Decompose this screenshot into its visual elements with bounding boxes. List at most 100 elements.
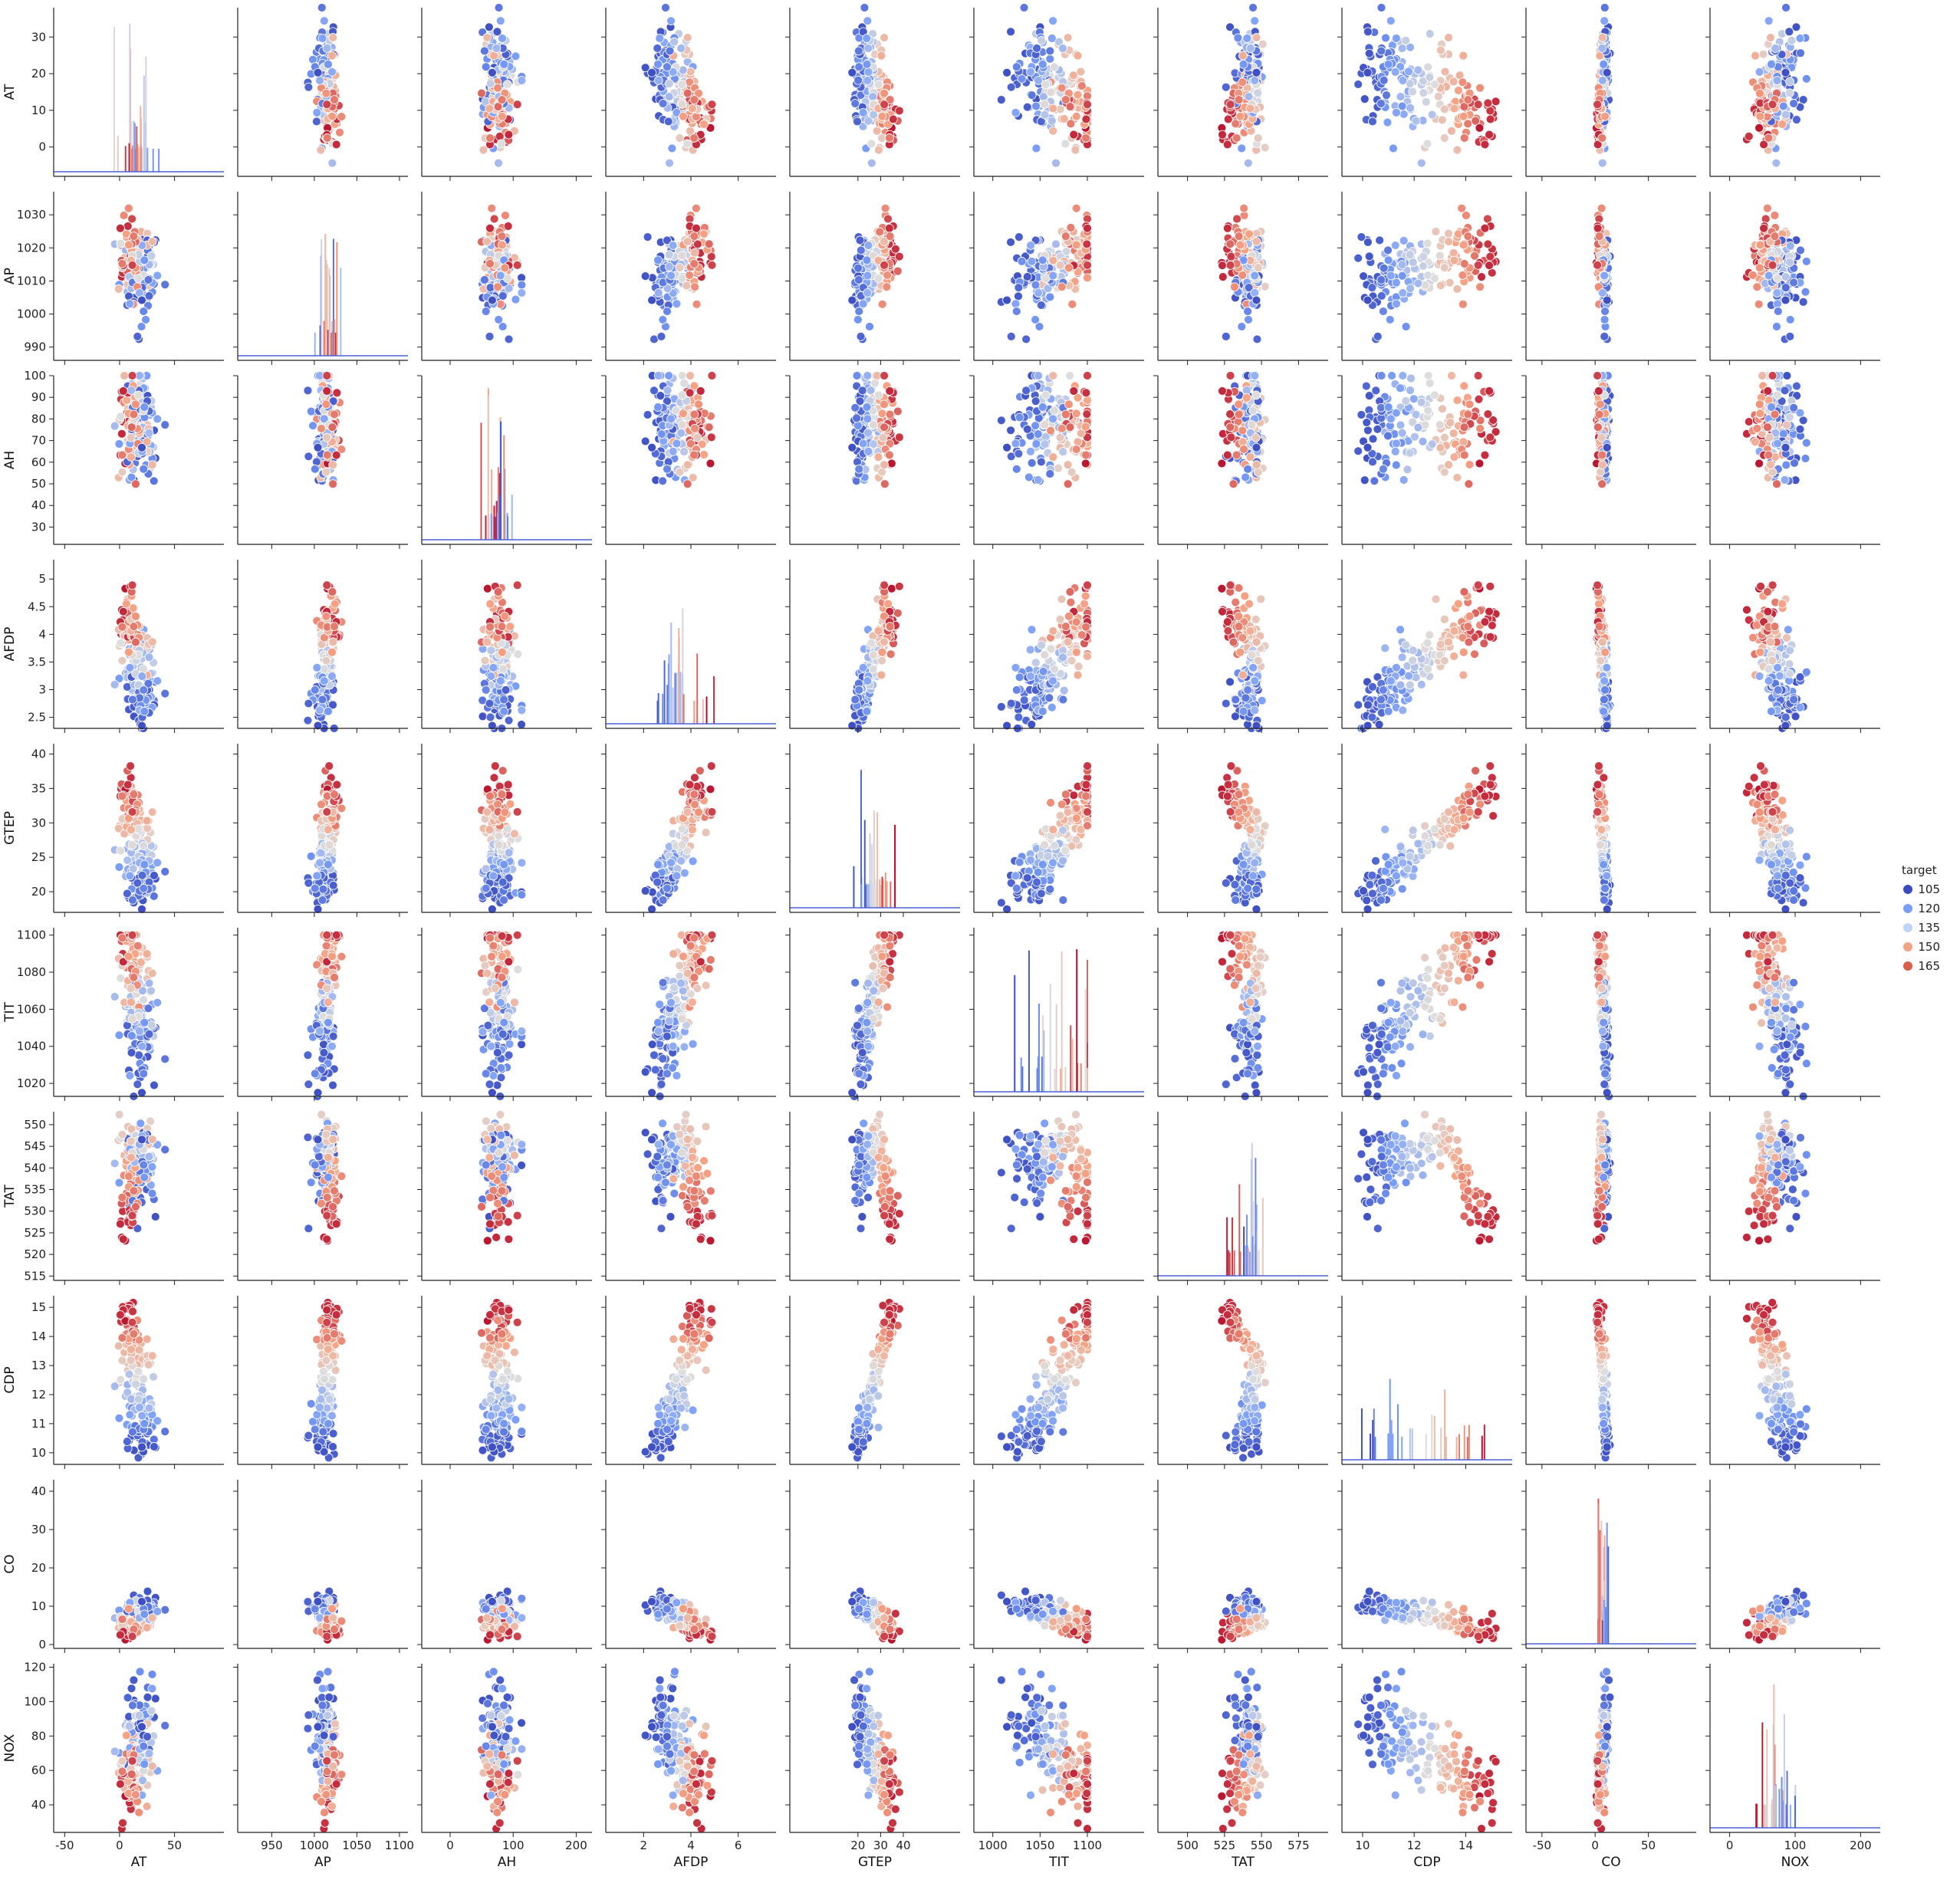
scatter-point: [110, 421, 120, 431]
scatter-point: [880, 399, 889, 409]
scatter-point: [853, 421, 863, 431]
scatter-point: [479, 275, 489, 284]
scatter-point: [1368, 434, 1378, 444]
scatter-point: [322, 100, 332, 110]
scatter-point: [888, 114, 898, 124]
scatter-point: [863, 44, 873, 53]
scatter-point: [1006, 238, 1015, 247]
scatter-point: [880, 422, 889, 432]
scatter-point: [1422, 139, 1432, 149]
scatter-point: [866, 386, 876, 396]
scatter-point: [1397, 428, 1407, 438]
scatter-point: [1234, 95, 1244, 105]
scatter-point: [706, 432, 716, 442]
scatter-point: [116, 412, 126, 422]
panel-AP-vs-AP: [233, 192, 408, 365]
scatter-point: [1781, 272, 1791, 281]
scatter-point: [1425, 378, 1435, 388]
scatter-point: [1435, 45, 1445, 55]
scatter-point: [1397, 271, 1407, 281]
scatter-point: [666, 414, 676, 424]
scatter-point: [497, 240, 507, 250]
scatter-point: [322, 432, 332, 442]
scatter-point: [1764, 133, 1774, 143]
scatter-point: [1404, 67, 1413, 77]
scatter-point: [692, 432, 702, 442]
scatter-point: [1246, 44, 1255, 53]
scatter-point: [1363, 67, 1373, 77]
scatter-point: [501, 211, 510, 220]
scatter-point: [894, 432, 904, 442]
scatter-point: [667, 143, 677, 153]
scatter-point: [485, 104, 495, 113]
scatter-point: [1061, 409, 1070, 419]
scatter-point: [1777, 120, 1787, 129]
scatter-point: [689, 450, 699, 460]
scatter-point: [1600, 271, 1610, 281]
scatter-point: [1017, 257, 1027, 266]
scatter-point: [1475, 458, 1485, 468]
scatter-point: [1022, 272, 1032, 281]
scatter-point: [647, 442, 656, 452]
scatter-point: [880, 33, 889, 42]
scatter-point: [877, 133, 887, 143]
scatter-point: [1245, 452, 1255, 462]
scatter-point: [1021, 334, 1031, 344]
scatter-point: [322, 44, 332, 53]
scatter-point: [1463, 95, 1473, 105]
scatter-point: [863, 241, 873, 250]
scatter-point: [647, 295, 656, 305]
panel-AT-vs-CO: [1521, 3, 1696, 181]
scatter-point: [658, 476, 668, 486]
scatter-point: [1006, 426, 1015, 435]
scatter-point: [1386, 414, 1396, 424]
scatter-point: [847, 67, 857, 77]
scatter-point: [317, 3, 327, 12]
scatter-point: [1061, 232, 1070, 241]
scatter-point: [322, 371, 332, 380]
scatter-point: [1789, 99, 1799, 108]
scatter-point: [1253, 133, 1263, 143]
scatter-point: [1597, 33, 1607, 42]
scatter-point: [1438, 404, 1447, 414]
scatter-point: [850, 403, 860, 412]
scatter-point: [1602, 67, 1612, 77]
scatter-point: [1449, 452, 1459, 462]
scatter-point: [1762, 203, 1772, 213]
scatter-point: [1785, 77, 1794, 87]
scatter-point: [1036, 301, 1046, 310]
scatter-point: [1034, 288, 1043, 297]
scatter-point: [1080, 422, 1090, 432]
scatter-point: [653, 371, 663, 380]
scatter-point: [885, 386, 895, 396]
scatter-point: [482, 237, 492, 246]
scatter-point: [863, 446, 873, 456]
scatter-point: [1244, 92, 1254, 101]
scatter-point: [862, 34, 872, 43]
scatter-point: [1401, 36, 1411, 45]
scatter-point: [1011, 439, 1021, 449]
scatter-point: [1752, 282, 1762, 292]
scatter-point: [1083, 273, 1092, 283]
scatter-point: [331, 450, 341, 460]
scatter-point: [877, 409, 887, 419]
scatter-point: [1230, 282, 1239, 292]
scatter-point: [330, 95, 339, 105]
scatter-point: [1772, 274, 1782, 284]
scatter-point: [144, 291, 154, 301]
scatter-point: [1764, 16, 1774, 26]
scatter-point: [1383, 59, 1393, 69]
scatter-point: [1385, 315, 1395, 324]
scatter-point: [1363, 426, 1373, 435]
scatter-point: [1071, 240, 1081, 250]
scatter-point: [1464, 479, 1474, 489]
scatter-point: [1405, 448, 1415, 458]
scatter-point: [1218, 386, 1227, 396]
scatter-point: [882, 282, 892, 292]
scatter-point: [502, 80, 512, 90]
scatter-point: [1458, 51, 1468, 61]
scatter-point: [1251, 295, 1261, 305]
scatter-point: [663, 62, 672, 72]
scatter-point: [1027, 458, 1037, 468]
scatter-point: [1452, 473, 1462, 482]
